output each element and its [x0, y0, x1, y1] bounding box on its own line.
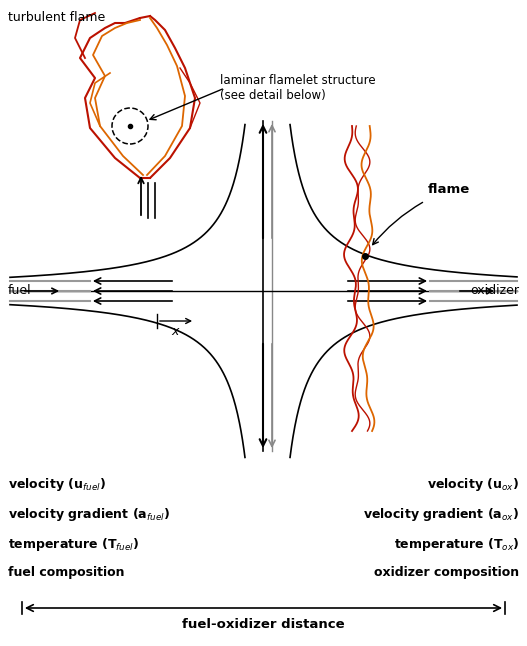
Text: fuel: fuel [8, 284, 32, 298]
Text: oxidizer composition: oxidizer composition [374, 566, 519, 579]
Text: velocity (u$_{ox}$): velocity (u$_{ox}$) [427, 476, 519, 493]
Text: temperature (T$_{fuel}$): temperature (T$_{fuel}$) [8, 536, 139, 553]
Text: laminar flamelet structure
(see detail below): laminar flamelet structure (see detail b… [220, 74, 376, 102]
Text: turbulent flame: turbulent flame [8, 11, 105, 24]
Text: velocity (u$_{fuel}$): velocity (u$_{fuel}$) [8, 476, 106, 493]
Text: velocity gradient (a$_{fuel}$): velocity gradient (a$_{fuel}$) [8, 506, 170, 523]
Text: velocity gradient (a$_{ox}$): velocity gradient (a$_{ox}$) [363, 506, 519, 523]
Text: fuel-oxidizer distance: fuel-oxidizer distance [182, 618, 345, 631]
Text: x: x [171, 325, 179, 338]
Text: temperature (T$_{ox}$): temperature (T$_{ox}$) [394, 536, 519, 553]
Text: fuel composition: fuel composition [8, 566, 124, 579]
Text: oxidizer: oxidizer [470, 284, 519, 298]
Text: flame: flame [428, 183, 470, 196]
